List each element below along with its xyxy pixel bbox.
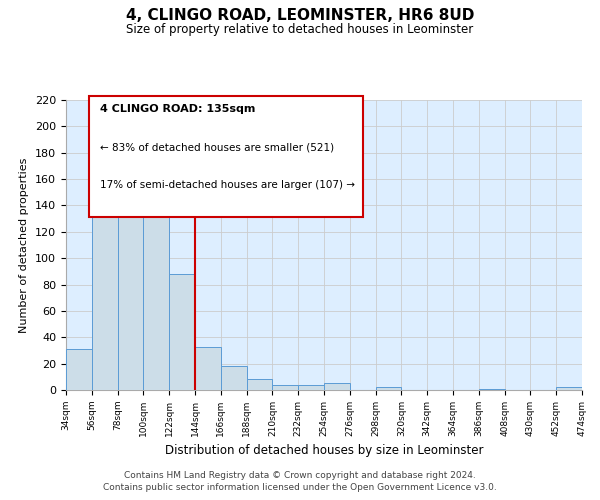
Bar (247, 380, 272, 390)
X-axis label: Distribution of detached houses by size in Leominster: Distribution of detached houses by size … (165, 444, 483, 458)
Text: Size of property relative to detached houses in Leominster: Size of property relative to detached ho… (127, 22, 473, 36)
Bar (324, 384, 350, 390)
Text: 4 CLINGO ROAD: 135sqm: 4 CLINGO ROAD: 135sqm (100, 104, 255, 115)
Bar (298, 384, 324, 390)
Text: Contains HM Land Registry data © Crown copyright and database right 2024.: Contains HM Land Registry data © Crown c… (124, 471, 476, 480)
Bar (169, 274, 195, 390)
Bar (195, 346, 221, 390)
Bar (143, 210, 169, 390)
Bar (556, 388, 582, 390)
FancyBboxPatch shape (89, 96, 363, 218)
Bar (66, 349, 92, 390)
Text: ← 83% of detached houses are smaller (521): ← 83% of detached houses are smaller (52… (100, 142, 334, 152)
Bar (272, 384, 298, 390)
Bar (479, 388, 505, 390)
Text: 4, CLINGO ROAD, LEOMINSTER, HR6 8UD: 4, CLINGO ROAD, LEOMINSTER, HR6 8UD (126, 8, 474, 22)
Text: 17% of semi-detached houses are larger (107) →: 17% of semi-detached houses are larger (… (100, 180, 355, 190)
Y-axis label: Number of detached properties: Number of detached properties (19, 158, 29, 332)
Bar (92, 216, 118, 390)
Bar (376, 388, 401, 390)
Bar (118, 162, 143, 390)
Text: Contains public sector information licensed under the Open Government Licence v3: Contains public sector information licen… (103, 484, 497, 492)
Bar (221, 366, 247, 390)
